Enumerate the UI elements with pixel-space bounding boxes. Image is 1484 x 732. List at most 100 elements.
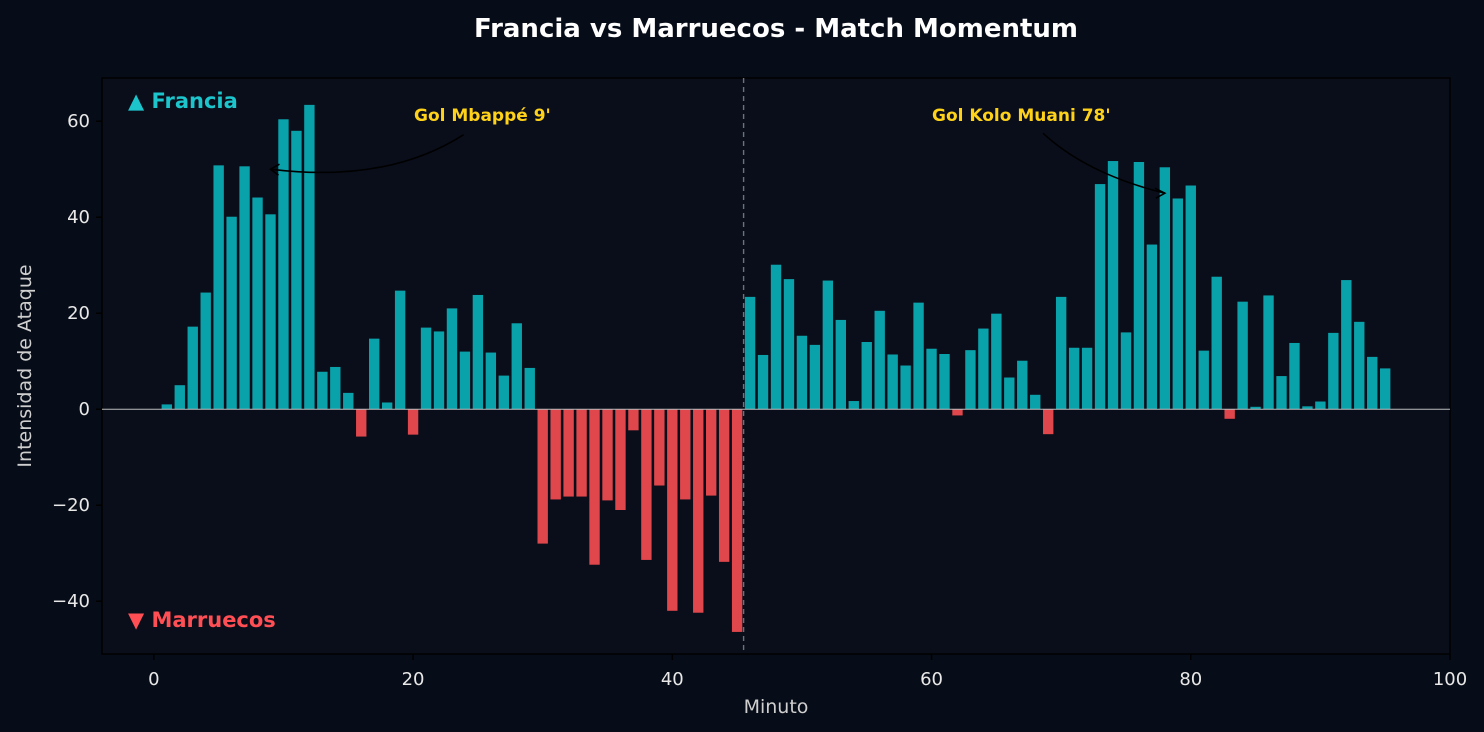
y-axis-label: Intensidad de Ataque (14, 264, 36, 467)
bar-minute-17 (369, 338, 380, 410)
y-tick-label: −40 (52, 591, 90, 612)
bar-minute-56 (874, 310, 885, 410)
bar-minute-88 (1289, 342, 1300, 410)
bar-minute-37 (628, 409, 639, 431)
bar-minute-41 (680, 409, 691, 500)
bar-minute-35 (602, 409, 613, 501)
bar-minute-25 (472, 294, 484, 410)
annotation-arrowhead-mbappe (269, 163, 280, 176)
annotation-mbappe-goal: Gol Mbappé 9' (414, 106, 551, 126)
bar-minute-66 (1004, 377, 1015, 410)
annotation-arrowhead-kolo-muani (1154, 187, 1167, 199)
bar-minute-51 (809, 344, 821, 410)
bar-minute-76 (1133, 162, 1145, 410)
bar-minute-92 (1341, 280, 1352, 410)
x-tick-label: 40 (661, 669, 684, 690)
bar-minute-81 (1198, 350, 1209, 410)
bar-minute-52 (822, 280, 834, 410)
bar-minute-77 (1146, 244, 1158, 410)
bar-minute-65 (991, 313, 1002, 410)
bar-minute-74 (1107, 161, 1119, 410)
bar-minute-10 (278, 119, 289, 410)
bar-minute-48 (770, 264, 782, 410)
bar-minute-57 (887, 354, 898, 410)
bar-minute-40 (667, 409, 678, 611)
x-axis-label: Minuto (744, 696, 809, 718)
bar-minute-21 (420, 327, 432, 410)
bar-minute-12 (304, 104, 315, 410)
bar-minute-23 (446, 308, 458, 410)
x-tick-label: 100 (1433, 669, 1467, 690)
bar-minute-75 (1120, 332, 1132, 410)
bar-minute-61 (939, 354, 950, 410)
bar-minute-38 (641, 409, 652, 560)
bar-minute-46 (744, 296, 756, 410)
bar-minute-93 (1354, 321, 1365, 410)
bar-minute-22 (433, 331, 445, 410)
bar-minute-3 (187, 326, 198, 410)
x-tick-label: 80 (1179, 669, 1202, 690)
x-tick-label: 0 (148, 669, 159, 690)
bar-minute-29 (524, 367, 535, 410)
bar-minute-84 (1237, 301, 1248, 410)
bar-minute-78 (1159, 167, 1171, 410)
y-tick-label: −20 (52, 495, 90, 516)
bar-minute-67 (1017, 360, 1028, 410)
bar-minute-14 (330, 366, 341, 410)
y-tick-label: 60 (67, 111, 90, 132)
bar-minute-8 (252, 197, 263, 410)
bar-minute-70 (1055, 296, 1067, 410)
bar-minute-42 (693, 409, 704, 613)
bar-minute-4 (200, 292, 211, 410)
bar-minute-44 (718, 409, 730, 562)
bar-minute-13 (317, 371, 328, 410)
bar-minute-18 (381, 402, 393, 410)
y-tick-label: 0 (79, 399, 90, 420)
bar-minute-64 (978, 328, 989, 410)
bar-minute-27 (498, 375, 509, 410)
bar-minute-11 (291, 130, 302, 410)
bar-minute-85 (1250, 406, 1261, 410)
bar-minute-43 (706, 409, 717, 496)
bar-minute-30 (537, 409, 548, 544)
bar-minute-32 (563, 409, 574, 497)
annotation-arrow-kolo-muani (1042, 132, 1166, 194)
bar-minute-34 (589, 409, 600, 565)
annotation-kolo-muani-goal: Gol Kolo Muani 78' (932, 106, 1111, 126)
axis-ticks: 0 20 40 60 80 100 −40 −20 0 20 40 60 (52, 111, 1467, 690)
bar-minute-28 (511, 323, 522, 410)
annotation-arrow-mbappe (270, 133, 465, 174)
bar-minute-45 (731, 409, 743, 632)
bar-minute-15 (343, 392, 354, 410)
bar-minute-16 (356, 409, 367, 437)
bar-minute-69 (1043, 409, 1054, 435)
bar-minute-62 (952, 409, 963, 416)
bar-minute-31 (550, 409, 561, 500)
bar-minute-63 (965, 350, 976, 410)
y-tick-label: 40 (67, 207, 90, 228)
x-tick-label: 20 (402, 669, 425, 690)
bar-minute-83 (1224, 409, 1235, 419)
bar-minute-60 (926, 348, 937, 410)
bar-minute-80 (1185, 185, 1196, 410)
bar-minute-26 (485, 352, 497, 410)
bar-minute-53 (835, 319, 846, 410)
marruecos-label: ▼ Marruecos (128, 608, 276, 632)
bar-minute-33 (576, 409, 587, 497)
bar-minute-91 (1328, 332, 1339, 410)
bar-minute-79 (1172, 198, 1183, 410)
bar-minute-24 (459, 351, 471, 410)
bar-minute-50 (796, 335, 808, 410)
bar-minute-68 (1030, 394, 1041, 410)
bar-minute-58 (900, 365, 911, 410)
bar-minute-95 (1380, 368, 1391, 410)
bar-minute-82 (1211, 276, 1222, 410)
y-tick-label: 20 (67, 303, 90, 324)
bar-minute-19 (394, 290, 406, 410)
bar-minute-94 (1367, 356, 1378, 410)
bar-minute-9 (265, 214, 276, 410)
bar-minute-7 (239, 166, 250, 410)
bar-minute-59 (913, 302, 924, 410)
bar-minute-55 (861, 342, 872, 410)
